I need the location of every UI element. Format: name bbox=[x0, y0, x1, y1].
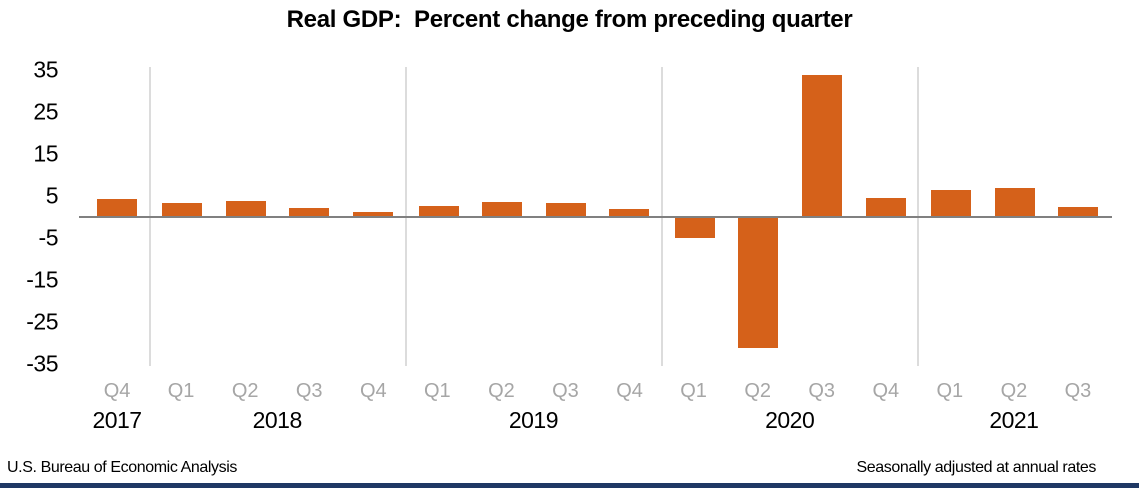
bottom-accent-bar bbox=[0, 483, 1139, 488]
quarter-axis-label: Q1 bbox=[936, 380, 964, 402]
gdp-bar-2020-Q3 bbox=[801, 74, 842, 217]
gdp-bar-2018-Q3 bbox=[289, 207, 330, 217]
bar-slot bbox=[278, 67, 342, 366]
bar-slot bbox=[534, 67, 598, 366]
bar-slot bbox=[919, 67, 983, 366]
y-axis-tick-label: -25 bbox=[26, 308, 58, 334]
y-axis: 35 25 15 5 -5 -15 -25 -35 bbox=[0, 58, 59, 375]
bar-slot bbox=[214, 67, 278, 366]
quarter-axis-label: Q1 bbox=[680, 380, 707, 402]
bar-slot bbox=[663, 67, 727, 366]
gdp-bar-2019-Q3 bbox=[545, 203, 586, 217]
quarter-axis-label: Q1 bbox=[424, 380, 451, 402]
quarter-label-group-2018: Q1 Q2 Q3 Q4 bbox=[149, 378, 405, 404]
year-axis-label: 2021 bbox=[989, 407, 1039, 433]
source-attribution: U.S. Bureau of Economic Analysis bbox=[7, 459, 237, 476]
quarter-axis-label: Q1 bbox=[167, 380, 195, 402]
bar-slot bbox=[854, 67, 918, 366]
y-axis-tick-label: 35 bbox=[33, 56, 58, 82]
quarter-axis-label: Q2 bbox=[231, 380, 259, 402]
bar-slot bbox=[598, 67, 662, 366]
bar-slot bbox=[151, 67, 215, 366]
gdp-bar-2018-Q4 bbox=[353, 211, 394, 217]
bar-slot bbox=[341, 67, 405, 366]
quarter-label-group-2021: Q1 Q2 Q3 bbox=[918, 378, 1110, 404]
bar-slot bbox=[470, 67, 534, 366]
quarter-axis-label: Q4 bbox=[872, 380, 900, 402]
seasonal-adjustment-note: Seasonally adjusted at annual rates bbox=[856, 459, 1096, 476]
bar-slot bbox=[1046, 67, 1110, 366]
gdp-bar-2019-Q2 bbox=[482, 201, 523, 217]
zero-axis-line bbox=[79, 215, 1112, 218]
plot-area bbox=[79, 67, 1112, 366]
quarter-axis-label: Q3 bbox=[552, 380, 579, 402]
gdp-bar-2018-Q1 bbox=[162, 202, 203, 217]
y-axis-tick-label: -35 bbox=[26, 350, 58, 376]
bar-slot bbox=[85, 67, 149, 366]
quarter-label-group-2019: Q1 Q2 Q3 Q4 bbox=[405, 378, 661, 404]
y-axis-tick-label: -15 bbox=[26, 266, 58, 292]
quarter-axis-label: Q3 bbox=[808, 380, 836, 402]
gdp-bar-2017-Q4 bbox=[96, 199, 137, 217]
quarter-axis-label: Q2 bbox=[488, 380, 515, 402]
bar-slot bbox=[407, 67, 471, 366]
quarter-label-group-2017: Q4 bbox=[85, 378, 149, 404]
year-group-2020 bbox=[661, 67, 917, 366]
gdp-bar-2020-Q4 bbox=[865, 197, 906, 217]
quarter-axis-label: Q4 bbox=[616, 380, 643, 402]
y-axis-tick-label: 5 bbox=[45, 182, 59, 208]
year-axis-label: 2020 bbox=[765, 407, 815, 433]
gdp-bar-2021-Q1 bbox=[931, 190, 972, 217]
gdp-bar-2019-Q1 bbox=[418, 205, 459, 217]
gdp-bar-2018-Q2 bbox=[225, 201, 266, 217]
bar-slot bbox=[790, 67, 854, 366]
year-axis-label: 2018 bbox=[252, 407, 303, 433]
chart-title: Real GDP: Percent change from preceding … bbox=[286, 6, 853, 33]
quarter-axis-label: Q4 bbox=[359, 380, 387, 402]
year-axis: 2017 2018 2019 2020 2021 bbox=[85, 404, 1110, 436]
quarter-axis: Q4 Q1 Q2 Q3 Q4 Q1 Q2 Q3 Q4 Q1 Q2 Q3 Q4 Q1 Q2 Q3 bbox=[85, 378, 1110, 404]
y-axis-tick-label: -5 bbox=[38, 224, 59, 250]
quarter-axis-label: Q3 bbox=[1064, 380, 1092, 402]
year-axis-label: 2019 bbox=[508, 407, 559, 433]
gdp-bar-2019-Q4 bbox=[609, 208, 650, 217]
y-axis-tick-label: 15 bbox=[33, 140, 58, 166]
gdp-bar-2021-Q2 bbox=[994, 188, 1035, 217]
quarter-axis-label: Q2 bbox=[744, 380, 771, 402]
year-group-2017 bbox=[85, 67, 149, 366]
gdp-bar-2021-Q3 bbox=[1058, 206, 1099, 217]
bar-slot bbox=[727, 67, 791, 366]
gdp-bar-2020-Q1 bbox=[674, 216, 715, 238]
quarter-axis-label: Q2 bbox=[1000, 380, 1028, 402]
quarter-label-group-2020: Q1 Q2 Q3 Q4 bbox=[662, 378, 918, 404]
gdp-bar-2020-Q2 bbox=[738, 216, 779, 348]
y-axis-tick-label: 25 bbox=[33, 98, 58, 124]
bar-slot bbox=[983, 67, 1047, 366]
quarter-axis-label: Q4 bbox=[103, 380, 131, 402]
quarter-axis-label: Q3 bbox=[295, 380, 323, 402]
bar-series bbox=[85, 67, 1110, 366]
year-axis-label: 2017 bbox=[92, 407, 142, 433]
